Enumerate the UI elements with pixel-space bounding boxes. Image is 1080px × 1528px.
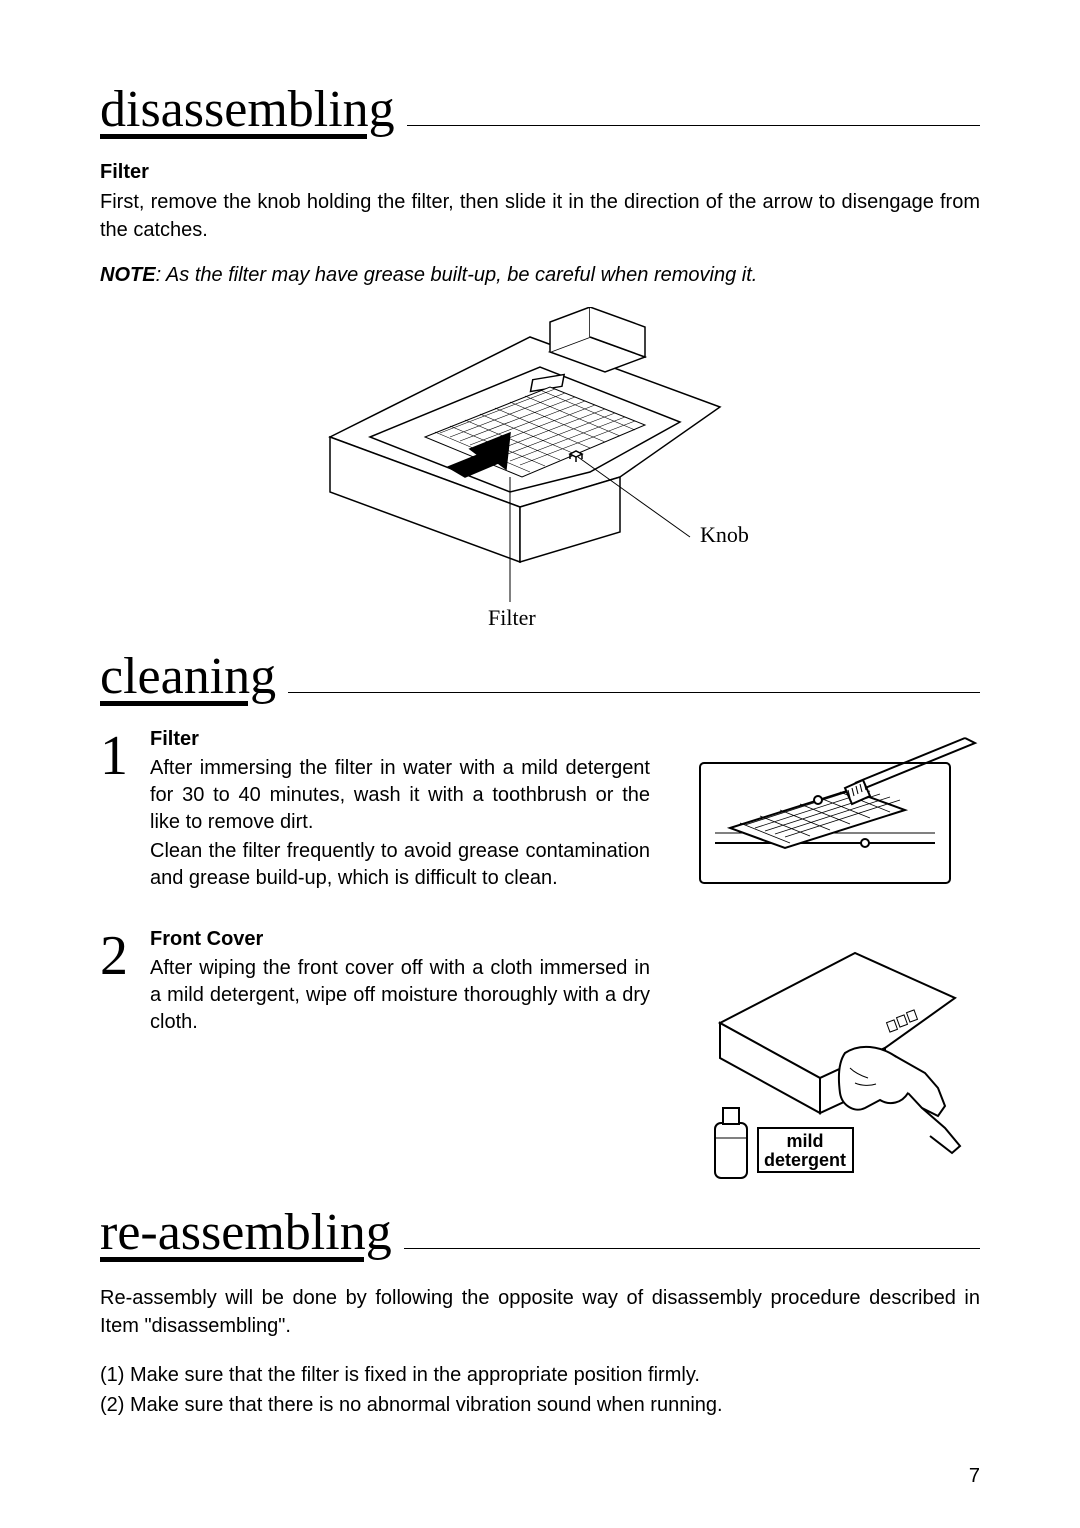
reassembling-list: (1) Make sure that the filter is fixed i… bbox=[100, 1360, 980, 1420]
heading-rule bbox=[288, 692, 980, 693]
reassembling-section: re-assembling Re-assembly will be done b… bbox=[100, 1203, 980, 1420]
filter-label: Filter bbox=[488, 605, 536, 630]
disassembling-diagram: Knob Filter bbox=[100, 307, 980, 637]
cleaning-step-1: 1 Filter After immersing the filter in w… bbox=[100, 728, 980, 898]
disassembling-note: NOTE: As the filter may have grease buil… bbox=[100, 264, 980, 287]
reassembling-item-2: (2) Make sure that there is no abnormal … bbox=[100, 1390, 980, 1420]
filter-subheading: Filter bbox=[100, 161, 980, 184]
step1-text2: Clean the filter frequently to avoid gre… bbox=[150, 838, 650, 892]
cleaning-section: cleaning 1 Filter After immersing the fi… bbox=[100, 647, 980, 1193]
reassembling-intro: Re-assembly will be done by following th… bbox=[100, 1284, 980, 1340]
step1-title: Filter bbox=[150, 728, 650, 751]
step2-text1: After wiping the front cover off with a … bbox=[150, 955, 650, 1036]
hood-diagram-svg: Knob Filter bbox=[250, 307, 830, 637]
reassembling-item-1: (1) Make sure that the filter is fixed i… bbox=[100, 1360, 980, 1390]
disassembling-section: disassembling Filter First, remove the k… bbox=[100, 80, 980, 637]
note-label: NOTE bbox=[100, 264, 156, 286]
page-number: 7 bbox=[969, 1465, 980, 1488]
reassembling-heading: re-assembling bbox=[100, 1203, 392, 1262]
note-body: : As the filter may have grease built-up… bbox=[156, 264, 758, 286]
mild-label: mild bbox=[786, 1131, 823, 1151]
knob-label: Knob bbox=[700, 522, 749, 547]
cleaning-step-2: 2 Front Cover After wiping the front cov… bbox=[100, 928, 980, 1193]
step2-image: mild detergent bbox=[690, 928, 980, 1193]
disassembling-heading: disassembling bbox=[100, 80, 395, 139]
step1-text1: After immersing the filter in water with… bbox=[150, 755, 650, 836]
step1-image bbox=[690, 728, 980, 898]
heading-rule bbox=[404, 1248, 980, 1249]
detergent-label: detergent bbox=[764, 1150, 846, 1170]
step-number-1: 1 bbox=[100, 728, 130, 898]
step-number-2: 2 bbox=[100, 928, 130, 1193]
step2-title: Front Cover bbox=[150, 928, 650, 951]
heading-rule bbox=[407, 125, 980, 126]
cleaning-heading: cleaning bbox=[100, 647, 276, 706]
disassembling-text: First, remove the knob holding the filte… bbox=[100, 188, 980, 244]
